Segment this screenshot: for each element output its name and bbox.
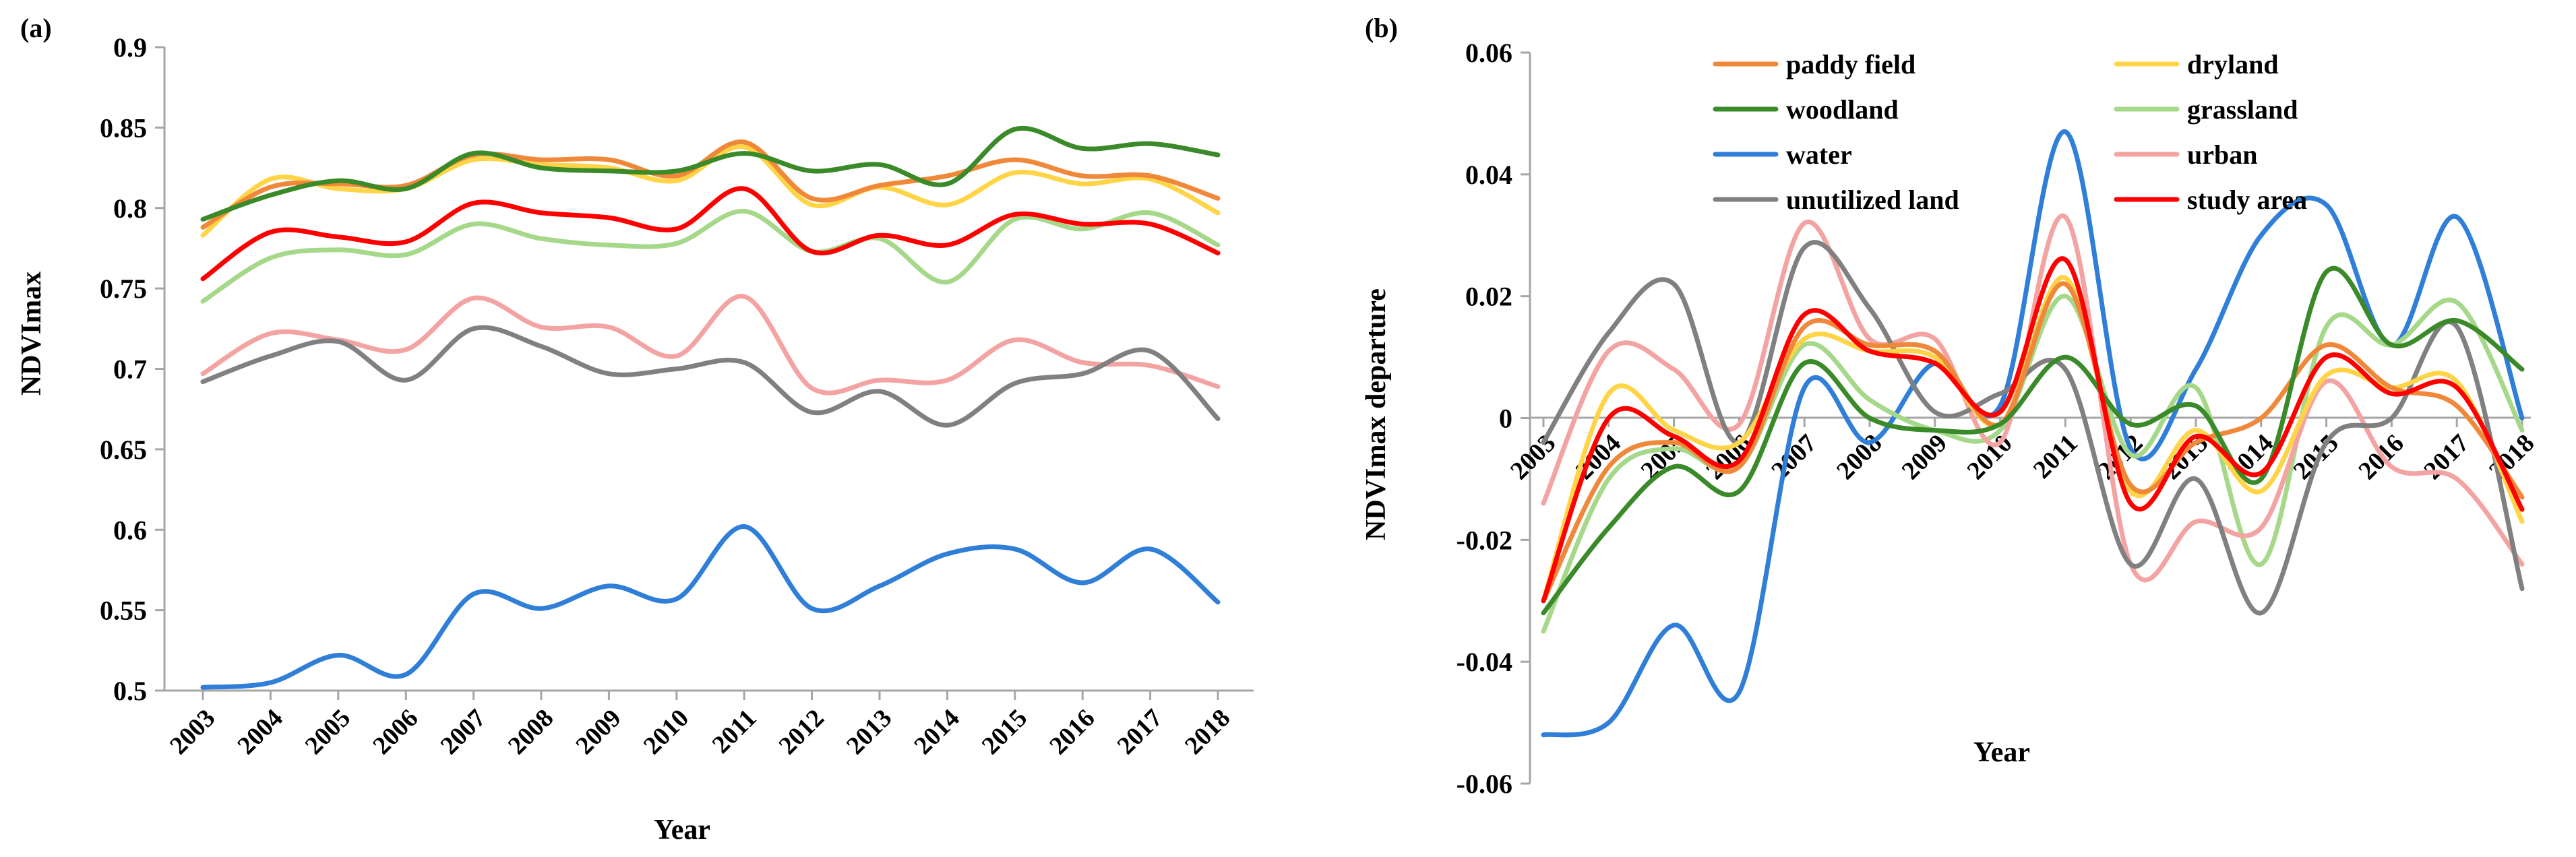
y-axis-label-b: NDVImax departure [1361,288,1392,540]
x-tick-label: 2009 [1897,429,1953,485]
legend-label: dryland [2187,49,2279,80]
y-tick-label: 0.55 [100,596,147,626]
x-tick-label: 2003 [164,704,220,760]
legend-label: urban [2187,139,2258,170]
series-line-woodland [1541,265,2525,616]
y-tick-label: -0.06 [1456,769,1512,799]
x-tick-label: 2005 [1636,429,1692,485]
legend-item-urban: urban [2114,139,2258,170]
x-tick-label: 2005 [300,704,356,760]
x-tick-label: 2011 [707,704,762,759]
chart-panel-b: (b) NDVImax departure Year -0.06-0.04-0.… [1361,13,2540,799]
legend-label: woodland [1786,94,1899,125]
series-line-water [1541,129,2525,738]
y-tick-label: 0.06 [1465,38,1512,68]
legend-label: study area [2187,185,2307,215]
series-line-woodland [200,125,1221,222]
y-tick-label: -0.02 [1456,525,1512,555]
y-tick-label: 0.02 [1465,282,1512,312]
x-tick-label: 2006 [367,704,423,760]
series-line-paddy-field [200,139,1221,230]
y-ticks-a: 0.5 0.55 0.6 0.65 0.7 0.75 0.8 0.85 0.9 [100,32,164,706]
series-line-unutilized-land [1541,240,2525,616]
x-ticks-a: 2003 2004 2005 2006 2007 2008 2009 2010 2011 2012… [164,691,1235,760]
series-line-paddy-field [1541,281,2525,604]
x-tick-label: 2017 [1112,704,1168,760]
y-tick-label: 0.8 [113,193,147,224]
legend-item-study-area: study area [2114,185,2307,215]
legend-item-woodland: woodland [1713,94,1899,125]
x-tick-label: 2016 [1044,704,1100,760]
series-line-urban [1541,213,2525,583]
y-tick-label: 0.7 [113,354,147,385]
x-tick-label: 2015 [977,704,1033,760]
legend-item-grassland: grassland [2114,94,2298,125]
x-tick-label: 2014 [909,704,964,760]
x-tick-label: 2017 [2418,429,2474,485]
series-line-study-area [200,186,1221,282]
y-tick-label: 0.5 [113,676,147,706]
legend-item-dryland: dryland [2114,49,2279,80]
chart-panel-a: (a) NDVImax Year 0.50.550.60.650.70.750.… [16,13,1254,846]
x-tick-label: 2007 [435,704,491,760]
panel-label-b: (b) [1365,13,1398,43]
series-line-urban [200,294,1221,395]
y-tick-label: -0.04 [1456,647,1512,677]
legend-label: unutilized land [1786,185,1959,215]
legend-item-water: water [1713,139,1852,170]
series-group-b [1541,129,2525,738]
x-tick-label: 2008 [503,704,559,760]
series-line-unutilized-land [200,325,1221,428]
y-tick-label: 0 [1499,404,1512,434]
legend-b: paddy field dryland woodland grassland water… [1713,49,2307,215]
series-line-study-area [1541,256,2525,604]
x-tick-label: 2009 [570,704,626,760]
panel-label-a: (a) [20,13,52,43]
series-line-water [200,524,1221,690]
y-ticks-b: -0.06 -0.04 -0.02 0 0.02 0.04 0.06 [1456,38,1530,799]
y-tick-label: 0.9 [113,32,147,63]
x-tick-label: 2007 [1766,429,1822,485]
legend-item-paddy-field: paddy field [1713,49,1915,80]
y-tick-label: 0.85 [100,113,147,143]
x-tick-label: 2012 [774,704,830,760]
x-tick-label: 2013 [841,704,897,760]
legend-label: water [1786,139,1852,170]
x-tick-label: 2018 [1179,704,1235,760]
y-tick-label: 0.65 [100,435,147,465]
x-axis-label-a: Year [654,815,710,846]
y-tick-label: 0.75 [100,274,147,304]
legend-item-unutilized-land: unutilized land [1713,185,1959,215]
x-axis-label-b: Year [1973,737,2030,768]
series-line-grassland [200,208,1221,304]
legend-label: grassland [2187,94,2298,125]
y-tick-label: 0.6 [113,515,147,545]
x-tick-label: 2010 [638,704,694,760]
series-group-a [200,125,1221,690]
legend-label: paddy field [1786,49,1915,80]
y-axis-label-a: NDVImax [16,272,47,395]
x-tick-label: 2004 [232,704,288,760]
x-tick-label: 2011 [2028,429,2083,484]
y-tick-label: 0.04 [1465,160,1512,190]
series-line-dryland [1541,275,2525,604]
